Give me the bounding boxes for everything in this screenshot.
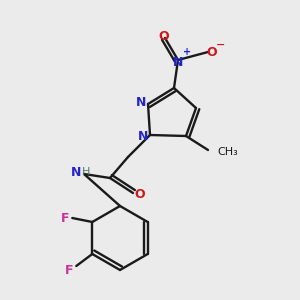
- Text: O: O: [159, 31, 169, 44]
- Text: N: N: [138, 130, 148, 142]
- Text: O: O: [207, 46, 217, 59]
- Text: −: −: [216, 40, 226, 50]
- Text: O: O: [135, 188, 145, 200]
- Text: N: N: [71, 166, 81, 178]
- Text: F: F: [65, 263, 74, 277]
- Text: N: N: [136, 97, 146, 110]
- Text: H: H: [82, 167, 90, 177]
- Text: N: N: [173, 56, 183, 68]
- Text: CH₃: CH₃: [217, 147, 238, 157]
- Text: +: +: [183, 47, 191, 57]
- Text: F: F: [61, 212, 70, 224]
